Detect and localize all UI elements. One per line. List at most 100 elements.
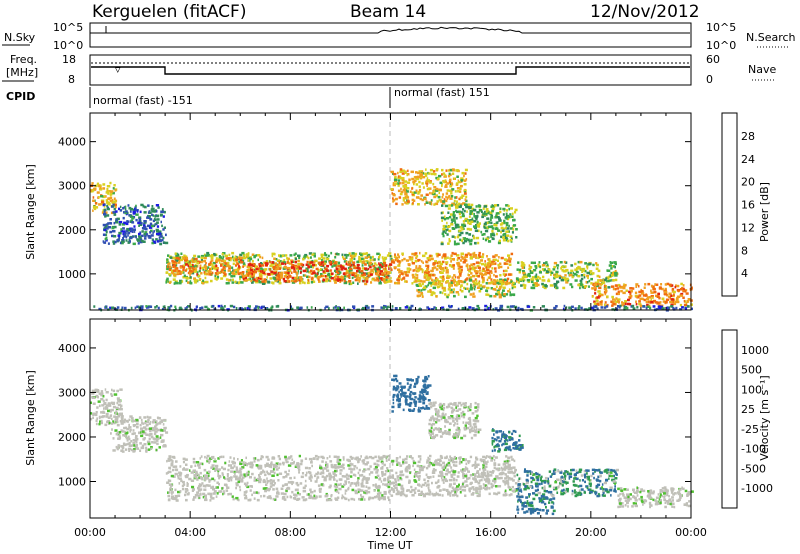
data-cell [341, 475, 344, 478]
data-cell [664, 283, 667, 286]
data-cell [265, 455, 269, 459]
data-cell [469, 242, 473, 246]
data-cell [110, 190, 114, 193]
data-cell [428, 307, 431, 311]
data-cell [336, 275, 339, 279]
freq-marker: ▿ [115, 63, 121, 76]
data-cell [661, 307, 665, 310]
data-cell [96, 406, 99, 409]
data-cell [441, 196, 444, 199]
data-cell [643, 298, 646, 302]
data-cell [494, 254, 498, 257]
data-cell [311, 253, 315, 256]
data-cell [681, 306, 684, 309]
data-cell [237, 480, 240, 484]
data-cell [613, 261, 617, 264]
data-cell [161, 420, 164, 423]
data-cell [378, 497, 382, 500]
data-cell [344, 497, 348, 501]
data-cell [363, 491, 367, 494]
data-cell [352, 281, 355, 284]
data-cell [459, 184, 463, 188]
data-cell [460, 280, 464, 284]
data-cell [436, 254, 439, 258]
data-cell [223, 271, 225, 275]
data-cell [199, 483, 203, 487]
data-cell [508, 260, 512, 263]
data-cell [499, 265, 503, 269]
data-cell [507, 239, 510, 243]
data-cell [394, 307, 398, 310]
data-cell [165, 472, 168, 475]
data-cell [490, 287, 493, 290]
data-cell [489, 211, 493, 214]
data-cell [647, 282, 651, 286]
data-cell [534, 282, 538, 285]
data-cell [110, 432, 112, 435]
data-cell [215, 257, 218, 260]
data-cell [185, 475, 189, 479]
data-cell [371, 255, 374, 259]
data-cell [335, 270, 338, 274]
data-cell [242, 253, 246, 257]
data-cell [459, 187, 462, 191]
data-cell [218, 261, 221, 264]
data-cell [654, 283, 656, 286]
data-cell [191, 271, 195, 275]
data-cell [249, 275, 253, 278]
data-cell [486, 286, 490, 290]
data-cell [235, 482, 239, 485]
data-cell [356, 270, 359, 273]
data-cell [160, 220, 162, 224]
data-cell [197, 486, 200, 489]
data-cell [339, 279, 343, 282]
data-cell [172, 269, 176, 272]
data-cell [353, 465, 357, 468]
data-cell [432, 286, 436, 290]
data-cell [298, 267, 303, 270]
data-cell [120, 415, 124, 419]
data-cell [220, 277, 224, 280]
data-cell [484, 304, 488, 308]
data-cell [438, 285, 441, 288]
data-cell [318, 257, 321, 260]
data-cell [204, 256, 207, 260]
data-cell [629, 296, 632, 300]
data-cell [441, 306, 445, 309]
data-cell [474, 285, 476, 288]
velocity-heatmap [90, 374, 694, 516]
data-cell [454, 236, 456, 239]
data-cell [113, 415, 116, 418]
data-cell [644, 283, 647, 286]
data-cell [199, 264, 202, 267]
data-cell [299, 276, 303, 279]
data-cell [411, 177, 415, 181]
data-cell [128, 437, 131, 441]
data-cell [522, 271, 526, 275]
data-cell [171, 491, 174, 494]
data-cell [208, 457, 213, 460]
data-cell [485, 237, 489, 240]
data-cell [265, 483, 268, 486]
data-cell [473, 281, 476, 285]
data-cell [262, 305, 265, 309]
data-cell [212, 467, 215, 470]
data-cell [251, 274, 255, 277]
data-cell [359, 498, 364, 501]
data-cell [442, 172, 446, 175]
data-cell [358, 458, 362, 461]
data-cell [555, 305, 558, 308]
data-cell [595, 267, 599, 270]
data-cell [394, 253, 396, 256]
data-cell [124, 306, 127, 310]
data-cell [603, 286, 606, 289]
data-cell [418, 188, 422, 192]
data-cell [269, 268, 271, 271]
data-cell [235, 475, 238, 478]
data-cell [391, 260, 394, 263]
data-cell [163, 418, 167, 422]
data-cell [181, 484, 185, 488]
data-cell [404, 201, 407, 204]
data-cell [588, 285, 590, 288]
data-cell [357, 279, 361, 282]
